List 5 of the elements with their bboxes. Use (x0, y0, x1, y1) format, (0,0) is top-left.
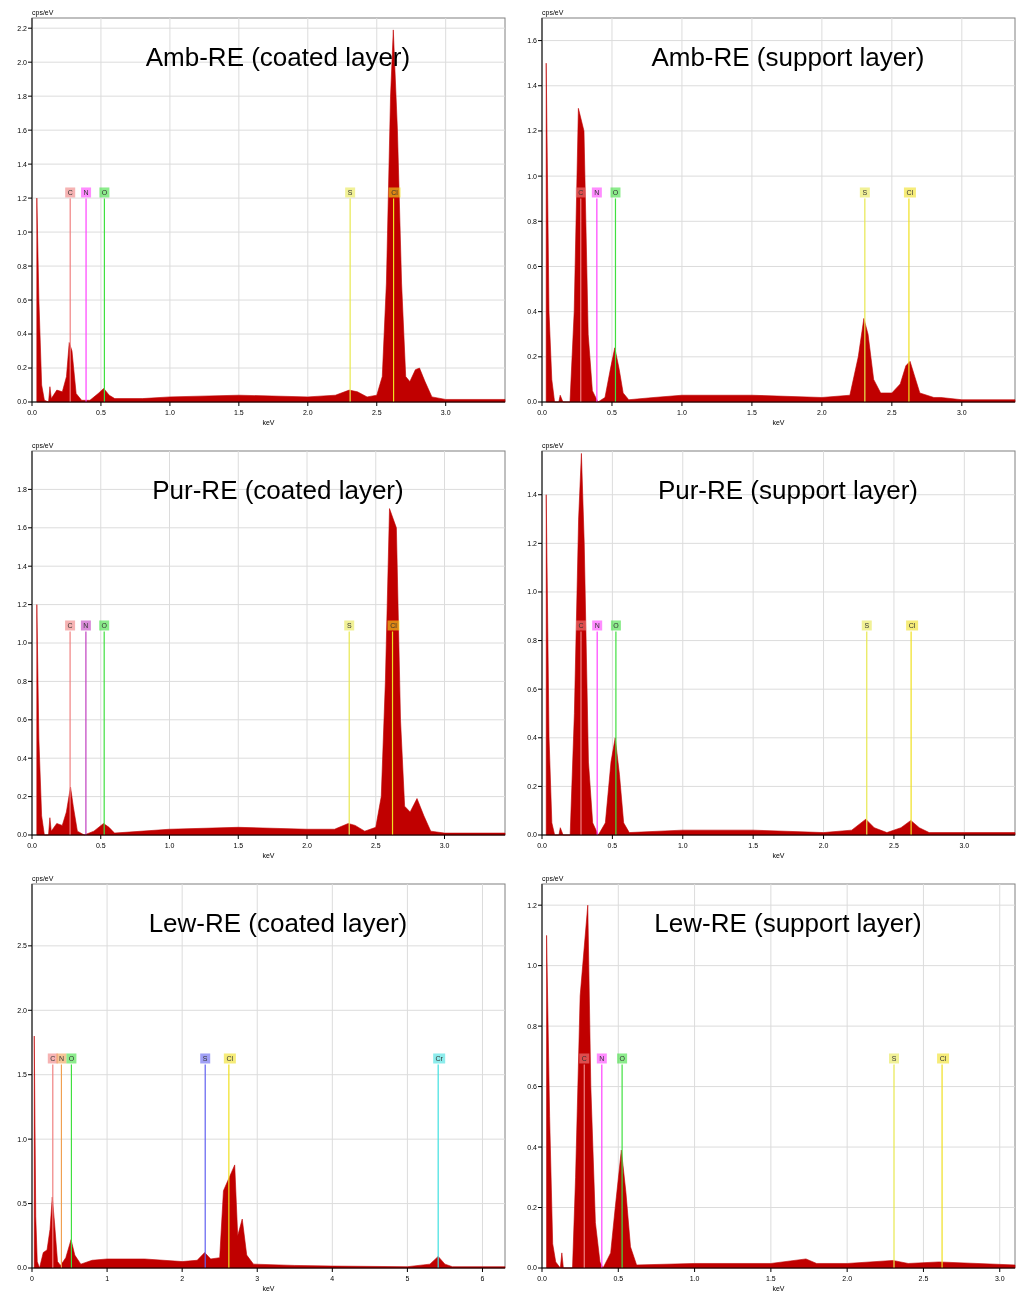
text: Lew-RE (coated layer) (148, 908, 408, 938)
text: Pur-RE (support layer) (657, 475, 918, 505)
text: Pur-RE (coated layer) (152, 475, 404, 505)
text: Amb-RE (support layer) (651, 42, 925, 72)
text: Lew-RE (support layer) (654, 908, 922, 938)
